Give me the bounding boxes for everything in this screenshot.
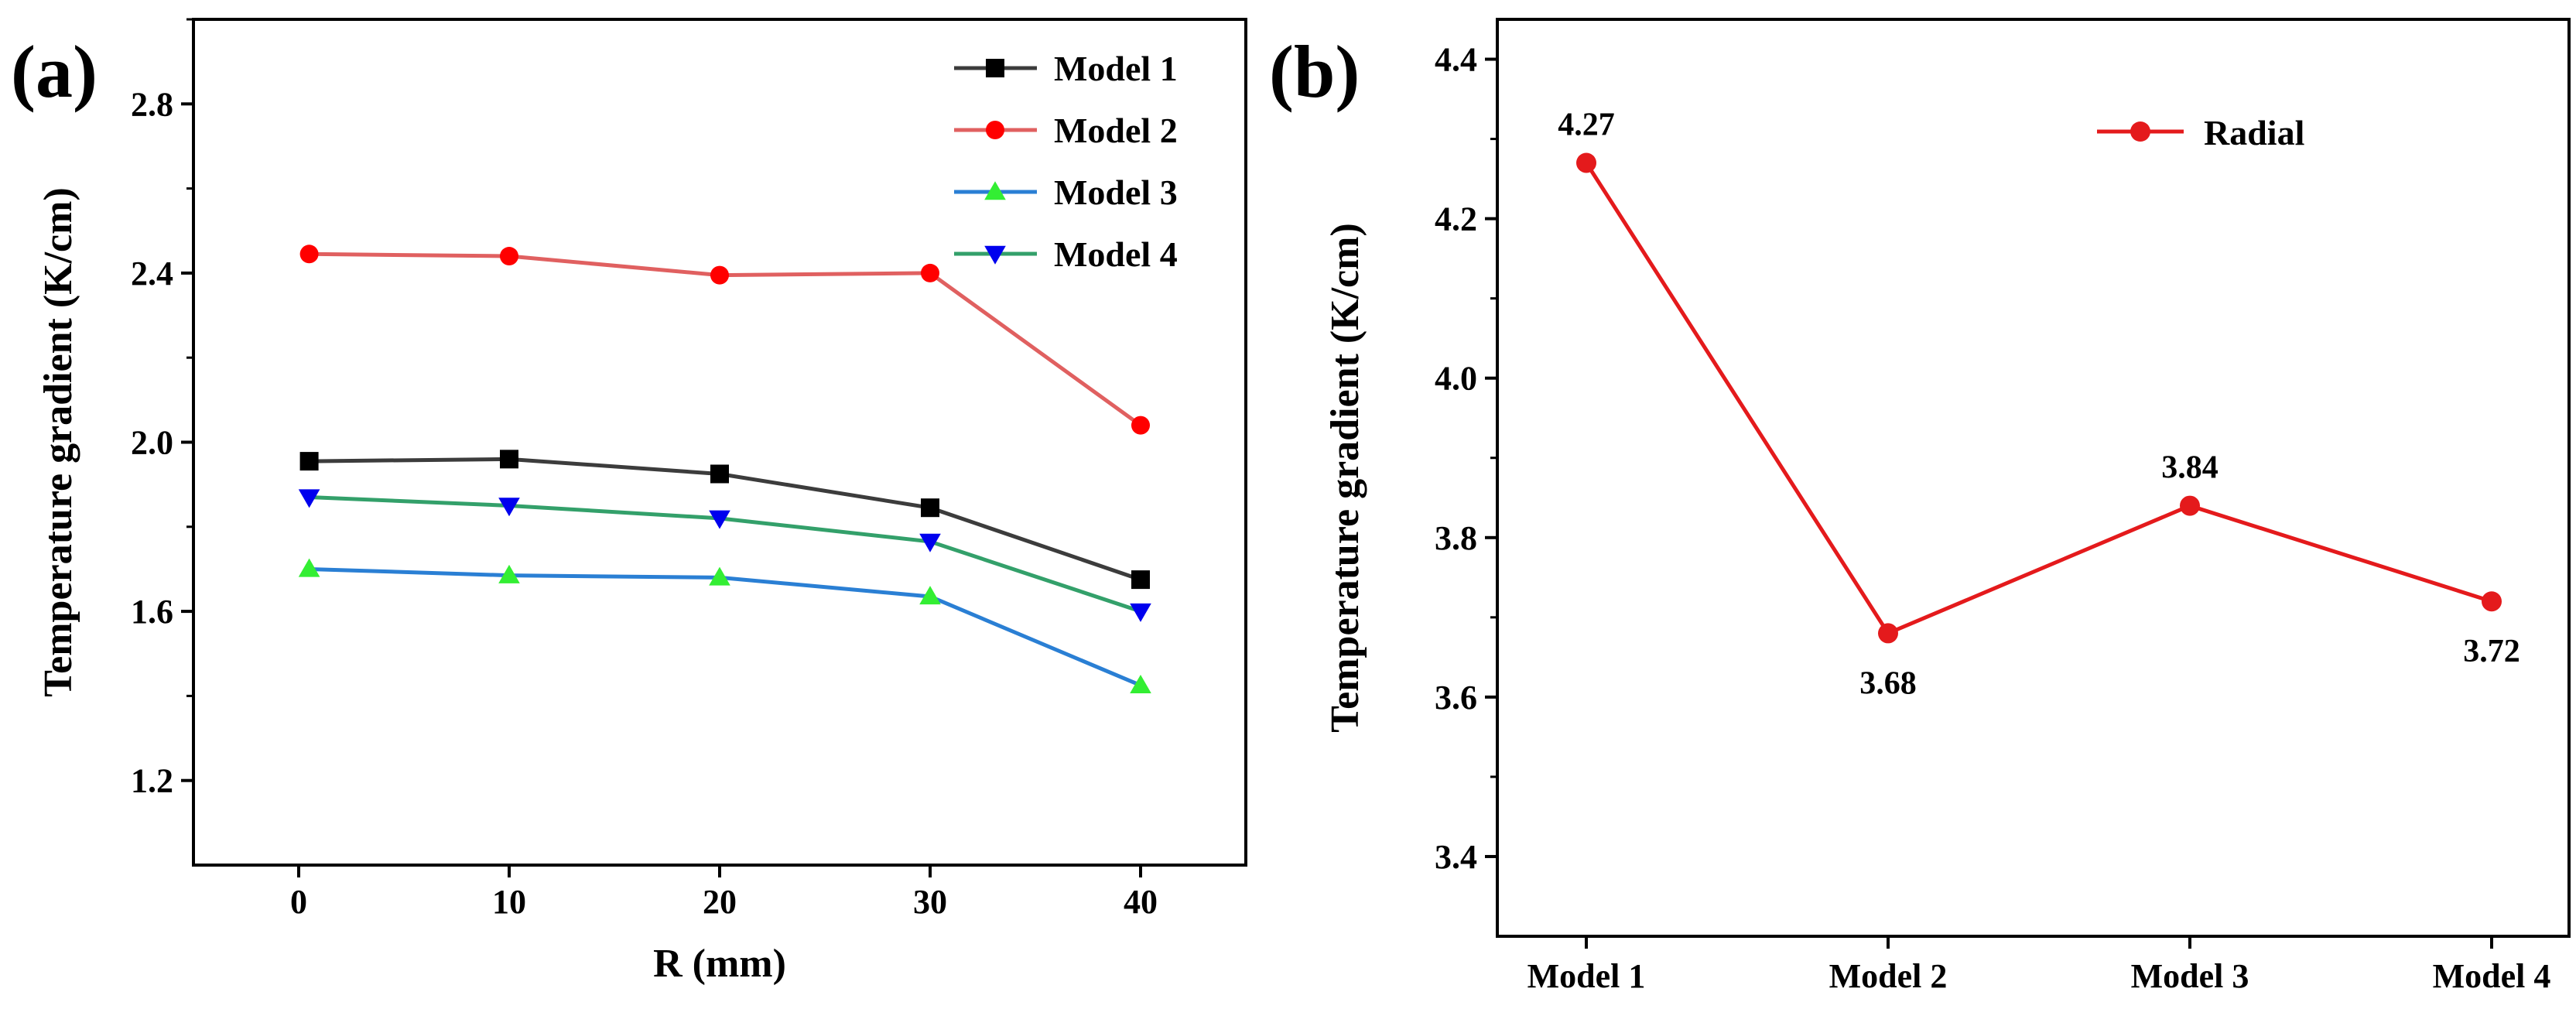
- x-tick-label: Model 2: [1829, 957, 1948, 995]
- panel-letter-b: (b): [1269, 30, 1360, 113]
- legend-label: Model 1: [1054, 49, 1178, 88]
- panel-a-chart: 0 10 20 30 40 1.2 1.6 2.0 2.4 2.8 R (mm) Temperatur…: [11, 18, 1247, 986]
- data-point: [709, 566, 730, 586]
- data-point: [1576, 152, 1596, 173]
- legend-label: Model 2: [1054, 111, 1178, 150]
- plot-frame: [1496, 18, 2571, 938]
- y-axis-label: Temperature gradient (K/cm): [36, 187, 80, 697]
- x-tick-label: 40: [1124, 883, 1158, 921]
- y-tick-label: 3.6: [1435, 679, 1477, 717]
- data-point: [710, 265, 729, 285]
- x-tick-label: Model 4: [2433, 957, 2551, 995]
- data-label: 3.84: [2161, 450, 2219, 486]
- data-point: [500, 247, 518, 266]
- legend-label: Model 3: [1054, 173, 1178, 212]
- data-point: [709, 510, 730, 529]
- legend-marker: [986, 59, 1004, 77]
- x-tick-label: Model 1: [1527, 957, 1646, 995]
- data-point: [498, 498, 520, 517]
- data-point: [1130, 674, 1151, 693]
- data-label: 4.27: [1558, 107, 1615, 142]
- data-label: 3.68: [1859, 665, 1917, 701]
- y-axis-label: Temperature gradient (K/cm): [1323, 223, 1367, 733]
- data-point: [299, 452, 319, 471]
- y-tick-label: 3.4: [1435, 838, 1477, 876]
- data-point: [1130, 603, 1151, 622]
- data-point: [919, 586, 941, 605]
- data-point: [298, 489, 320, 508]
- y-tick-label: 2.0: [131, 424, 173, 462]
- y-tick-label: 4.4: [1435, 41, 1477, 79]
- legend-label: Model 4: [1054, 234, 1178, 274]
- data-point: [919, 533, 941, 552]
- legend-marker: [984, 245, 1006, 265]
- data-point: [298, 558, 320, 577]
- y-tick-label: 1.2: [131, 762, 173, 800]
- series-line: [309, 566, 1141, 688]
- legend-marker: [986, 121, 1004, 139]
- data-point: [710, 464, 729, 484]
- data-point: [921, 498, 939, 518]
- y-tick-label: 2.8: [131, 85, 173, 123]
- data-point: [299, 245, 319, 264]
- x-tick-label: Model 3: [2131, 957, 2249, 995]
- x-axis-label: R (mm): [653, 942, 786, 986]
- data-point: [498, 564, 520, 583]
- data-point: [1131, 416, 1150, 435]
- data-point: [921, 263, 939, 282]
- y-tick-label: 4.2: [1435, 200, 1477, 238]
- data-point: [1131, 570, 1150, 590]
- data-point: [1878, 623, 1898, 644]
- data-point: [2482, 591, 2502, 612]
- legend-label: Radial: [2204, 113, 2304, 152]
- legend-marker: [984, 181, 1006, 200]
- panel-b-chart: Model 1 Model 2 Model 3 Model 4 3.4 3.6 3.8 4.0…: [1269, 18, 2571, 995]
- x-tick-label: 10: [492, 883, 526, 921]
- data-point: [500, 450, 518, 469]
- data-point: [2180, 495, 2200, 516]
- x-tick-label: 30: [913, 883, 947, 921]
- x-tick-label: 20: [703, 883, 737, 921]
- y-tick-label: 2.4: [131, 255, 173, 292]
- legend-marker: [2130, 121, 2150, 142]
- data-label: 3.72: [2463, 634, 2520, 669]
- x-tick-label: 0: [290, 883, 307, 921]
- y-tick-label: 1.6: [131, 593, 173, 631]
- y-tick-label: 3.8: [1435, 519, 1477, 557]
- series-line: [1584, 162, 2492, 636]
- y-tick-label: 4.0: [1435, 360, 1477, 398]
- panel-letter-a: (a): [11, 30, 97, 113]
